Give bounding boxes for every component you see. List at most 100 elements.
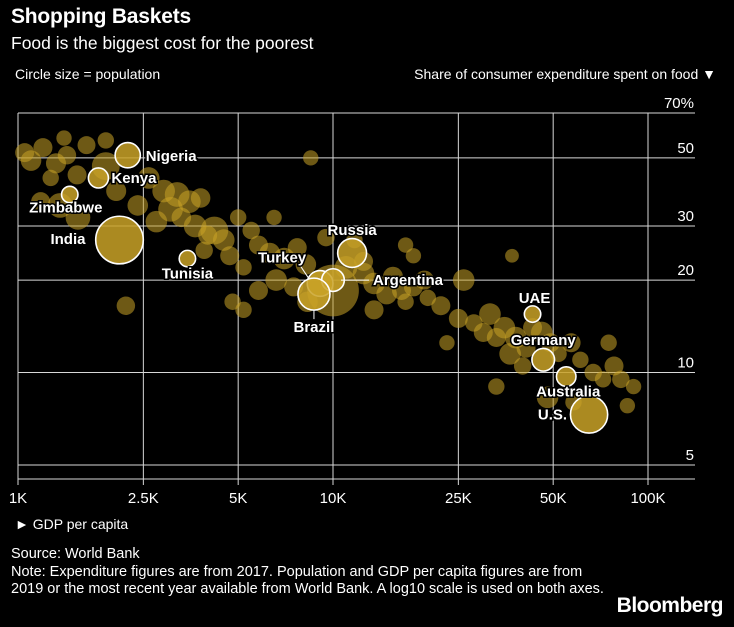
data-point [397, 293, 414, 310]
data-point [31, 192, 51, 212]
tick-label-layer: 70% 50 30 20 10 5 1K 2.5K 5K 10K 25K 50K 100K [9, 95, 694, 507]
point-label: India [50, 231, 86, 248]
data-point [452, 269, 475, 291]
data-point [513, 357, 532, 375]
data-point [42, 169, 59, 187]
data-point [397, 237, 414, 253]
data-point [287, 238, 307, 258]
y-tick-label: 30 [677, 208, 694, 225]
data-point [499, 343, 521, 365]
data-point [619, 397, 636, 414]
data-point [265, 269, 287, 291]
data-point [229, 209, 247, 226]
y-tick-label: 5 [686, 447, 694, 464]
data-point [317, 228, 335, 247]
data-point-australia [555, 366, 577, 388]
y-tick-label: 20 [677, 262, 694, 279]
chart-title: Shopping Baskets [11, 5, 191, 28]
y-tick-label: 50 [677, 140, 694, 157]
data-point [516, 338, 536, 358]
data-point [195, 241, 213, 260]
data-point [604, 356, 624, 376]
data-point-uae [523, 305, 542, 324]
point-label: Kenya [111, 170, 157, 187]
data-point [303, 150, 319, 166]
x-tick-label: 10K [320, 490, 347, 507]
data-point [439, 335, 455, 351]
point-label: Russia [328, 222, 378, 239]
data-point [376, 283, 397, 305]
y-tick-label: 70% [664, 95, 694, 112]
data-point [561, 333, 581, 353]
data-point [572, 351, 589, 368]
data-point [56, 130, 72, 146]
data-point [405, 248, 422, 264]
point-label: U.S. [538, 406, 567, 423]
data-point [488, 378, 505, 395]
data-point [505, 248, 519, 263]
data-point [419, 289, 437, 307]
point-label: Australia [536, 384, 601, 401]
data-point-kenya [87, 167, 110, 189]
data-point [97, 132, 115, 149]
data-point [479, 303, 501, 325]
y-axis-title: Share of consumer expenditure spent on f… [414, 66, 716, 82]
chart-subtitle: Food is the biggest cost for the poorest [11, 33, 314, 53]
data-point [594, 371, 612, 388]
data-point [431, 296, 451, 316]
data-point [364, 300, 384, 320]
data-point [600, 334, 617, 351]
data-point-germany [531, 347, 556, 372]
point-label: UAE [519, 290, 551, 307]
x-tick-label: 1K [9, 490, 27, 507]
data-point [67, 165, 87, 185]
point-label: Nigeria [146, 148, 198, 165]
bubble-layer [15, 130, 642, 434]
x-tick-label: 25K [445, 490, 472, 507]
data-point-nigeria [114, 141, 142, 169]
point-label: Brazil [294, 319, 335, 336]
data-point [625, 378, 642, 395]
data-point [57, 145, 77, 165]
bloomberg-logo: Bloomberg [616, 594, 724, 617]
data-point [414, 270, 434, 290]
data-point-us [569, 395, 609, 434]
data-point [33, 138, 53, 158]
data-point [235, 301, 252, 319]
data-point-brazil [297, 277, 331, 311]
data-point [242, 221, 260, 240]
point-label: Argentina [373, 272, 444, 289]
data-point-russia [336, 237, 368, 269]
point-label: Tunisia [162, 266, 214, 283]
data-point [266, 209, 282, 226]
data-point [116, 296, 136, 315]
data-point [235, 259, 252, 276]
x-tick-label: 2.5K [128, 490, 159, 507]
x-tick-label: 5K [229, 490, 247, 507]
data-point [77, 136, 96, 155]
data-point [127, 195, 149, 216]
point-label: Zimbabwe [29, 199, 102, 216]
x-tick-label: 100K [630, 490, 665, 507]
methodology-note: Note: Expenditure figures are from 2017.… [11, 564, 604, 597]
data-point [190, 188, 211, 208]
data-point-zimbabwe [60, 185, 79, 204]
data-point [220, 246, 240, 266]
circle-size-note: Circle size = population [15, 66, 161, 82]
turkey-leader-line [299, 265, 309, 278]
data-point [20, 150, 42, 171]
data-point [65, 205, 91, 230]
x-axis-title: ► GDP per capita [15, 516, 129, 532]
data-point [612, 370, 630, 389]
data-point [106, 180, 127, 202]
source-note: Source: World Bank [11, 546, 140, 562]
point-label: Germany [511, 332, 577, 349]
label-layer: Nigeria Kenya Zimbabwe India Tunisia Turkey Ru… [28, 147, 603, 425]
data-point-india [94, 215, 145, 265]
point-label: Turkey [258, 249, 307, 266]
data-point [295, 254, 317, 275]
x-tick-label: 50K [540, 490, 567, 507]
data-point [536, 386, 559, 409]
y-tick-label: 10 [677, 355, 694, 372]
